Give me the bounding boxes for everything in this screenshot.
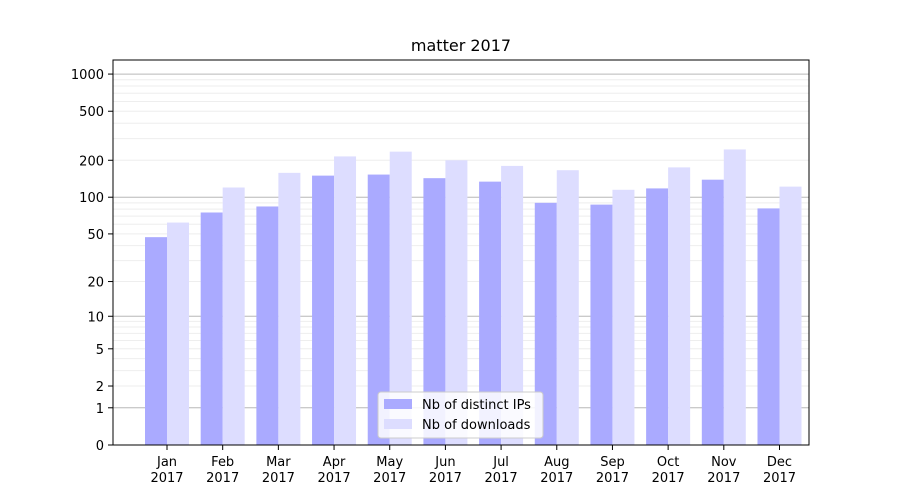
legend-label: Nb of distinct IPs [422,398,531,413]
x-tick-label: Jul 2017 [485,455,518,486]
bar-downloads [723,149,746,445]
bar-downloads [167,222,190,445]
y-tick-label: 1000 [71,68,104,83]
bar-distinct-ips [367,174,390,446]
y-axis: 0 1 2 5 10 20 50 100 200 500 1000 [71,68,113,454]
bar-distinct-ips [479,181,502,445]
bar-distinct-ips [200,212,223,445]
x-tick-label: Aug 2017 [540,455,573,486]
y-tick-label: 2 [96,380,104,395]
plot-frame [112,59,810,446]
y-tick-label: 50 [87,228,104,243]
legend: Nb of distinct IPs Nb of downloads [377,391,544,439]
x-tick-label: May 2017 [373,455,406,486]
y-tick-label: 20 [87,276,104,291]
bar-downloads [612,189,635,445]
y-tick-label: 1 [96,402,104,417]
legend-swatch [384,419,412,429]
bar-downloads [445,160,468,445]
bar-downloads [334,156,357,446]
bar-downloads [556,170,579,445]
legend-swatch [384,399,412,409]
x-tick-label: Mar 2017 [262,455,295,486]
bar-distinct-ips [590,204,613,445]
chart-title: matter 2017 [411,36,511,55]
bar-downloads [668,167,691,445]
bar-downloads [278,172,301,445]
y-tick-label: 5 [96,343,104,358]
bars [145,149,802,446]
bar-downloads [389,151,412,445]
bar-distinct-ips [145,237,168,445]
bar-downloads [779,186,802,445]
y-tick-label: 200 [79,154,104,169]
bar-distinct-ips [256,206,279,445]
x-tick-label: Jun 2017 [429,455,462,486]
bar-distinct-ips [701,179,724,446]
legend-label: Nb of downloads [422,418,531,433]
y-tick-label: 500 [79,105,104,120]
legend-box [377,391,544,439]
x-tick-label: Apr 2017 [318,455,351,486]
bar-downloads [222,187,245,446]
x-tick-label: Sep 2017 [596,455,629,486]
y-tick-label: 10 [87,310,104,325]
bar-distinct-ips [534,202,557,445]
x-tick-label: Oct 2017 [652,455,685,486]
y-tick-label: 0 [96,439,104,454]
bar-downloads [501,165,524,446]
x-axis: Jan 2017 Feb 2017 Mar 2017 Apr 2017 May 2017 Jun 20… [150,445,796,486]
bar-distinct-ips [757,208,780,445]
x-tick-label: Nov 2017 [707,455,740,486]
x-tick-label: Jan 2017 [150,455,183,486]
bar-distinct-ips [646,188,669,445]
x-tick-label: Feb 2017 [206,455,239,486]
x-tick-label: Dec 2017 [763,455,796,486]
y-tick-label: 100 [79,191,104,206]
bar-distinct-ips [312,175,335,446]
bar-distinct-ips [423,178,446,445]
